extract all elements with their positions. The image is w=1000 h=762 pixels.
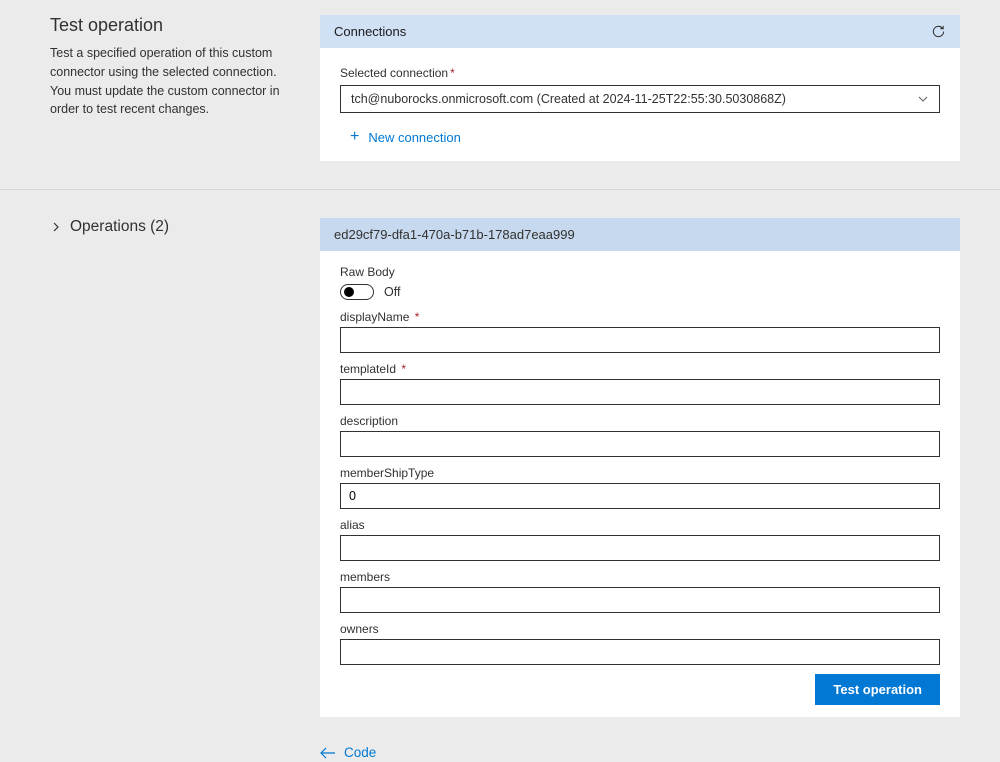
memberShipType-label: memberShipType (340, 466, 940, 480)
operations-label: Operations (2) (70, 218, 169, 236)
members-label: members (340, 570, 940, 584)
owners-label: owners (340, 622, 940, 636)
owners-input[interactable] (340, 639, 940, 665)
code-link[interactable]: Code (320, 745, 376, 760)
raw-body-label: Raw Body (340, 265, 940, 279)
selected-connection-dropdown[interactable]: tch@nuborocks.onmicrosoft.com (Created a… (340, 85, 940, 113)
raw-body-toggle[interactable] (340, 284, 374, 300)
operation-panel: ed29cf79-dfa1-470a-b71b-178ad7eaa999 Raw… (320, 218, 960, 717)
selected-connection-value: tch@nuborocks.onmicrosoft.com (Created a… (351, 92, 786, 106)
memberShipType-input[interactable] (340, 483, 940, 509)
test-operation-button[interactable]: Test operation (815, 674, 940, 705)
new-connection-button[interactable]: + New connection (350, 129, 461, 145)
chevron-right-icon (50, 221, 62, 233)
alias-input[interactable] (340, 535, 940, 561)
plus-icon: + (350, 129, 359, 145)
operations-toggle[interactable]: Operations (2) (50, 218, 280, 236)
required-mark: * (398, 362, 406, 376)
test-operation-title: Test operation (50, 15, 280, 36)
raw-body-state: Off (384, 285, 400, 299)
displayName-input[interactable] (340, 327, 940, 353)
chevron-down-icon (917, 93, 929, 105)
required-mark: * (450, 66, 455, 80)
description-label: description (340, 414, 940, 428)
connections-panel: Connections Selected connection* tch@nub… (320, 15, 960, 161)
toggle-knob (344, 287, 354, 297)
operation-id-header: ed29cf79-dfa1-470a-b71b-178ad7eaa999 (320, 218, 960, 251)
selected-connection-label: Selected connection* (340, 66, 940, 80)
alias-label: alias (340, 518, 940, 532)
refresh-icon[interactable] (931, 24, 946, 39)
required-mark: * (411, 310, 419, 324)
templateId-label: templateId * (340, 362, 940, 376)
test-operation-description: Test a specified operation of this custo… (50, 44, 280, 119)
templateId-input[interactable] (340, 379, 940, 405)
description-input[interactable] (340, 431, 940, 457)
members-input[interactable] (340, 587, 940, 613)
displayName-label: displayName * (340, 310, 940, 324)
connections-header: Connections (334, 24, 406, 39)
arrow-left-icon (320, 747, 336, 759)
